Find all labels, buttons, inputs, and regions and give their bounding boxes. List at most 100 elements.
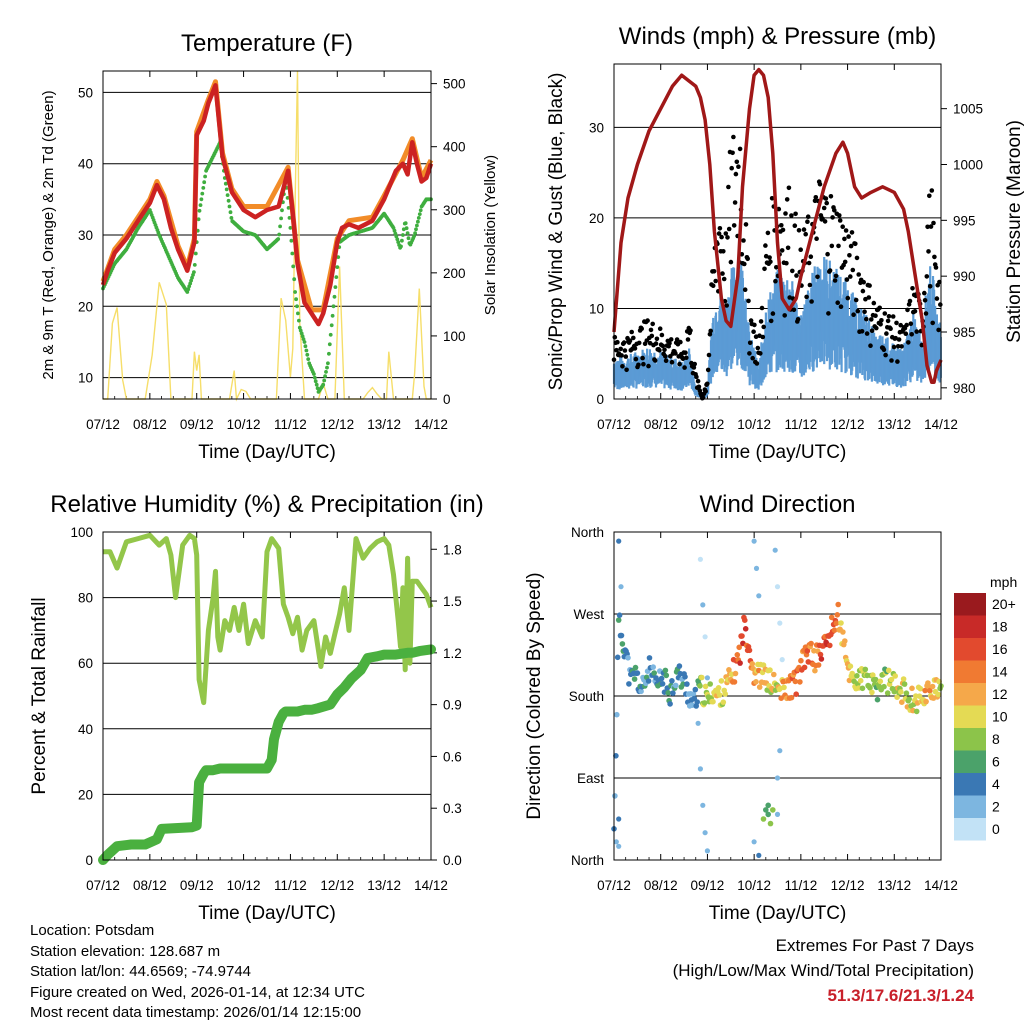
gust-point <box>784 197 790 202</box>
dewpoint-point <box>403 221 408 226</box>
gust-point <box>755 345 761 351</box>
dewpoint-point <box>292 277 297 282</box>
y-tick-label: 20 <box>78 787 93 802</box>
direction-point <box>697 683 703 689</box>
dewpoint-point <box>323 374 327 379</box>
direction-point <box>917 685 924 692</box>
gust-point <box>888 326 893 332</box>
gust-point <box>659 332 665 338</box>
dewpoint-point <box>412 234 416 239</box>
y2-tick-label: 0.3 <box>443 801 462 816</box>
dewpoint-point <box>294 297 298 302</box>
gust-point <box>864 331 870 336</box>
direction-point <box>903 690 910 696</box>
gust-point <box>840 224 845 229</box>
gust-point <box>705 381 710 387</box>
dewpoint-point <box>325 365 329 370</box>
gust-point <box>721 276 727 282</box>
legend-swatch <box>954 593 986 616</box>
gust-point <box>784 260 789 266</box>
precip-line <box>98 644 436 865</box>
gust-point <box>927 193 932 199</box>
direction-point <box>663 672 670 679</box>
direction-point <box>847 663 854 669</box>
gust-point <box>824 200 829 206</box>
gust-point <box>785 245 791 251</box>
gust-point <box>737 146 743 152</box>
gust-point <box>919 342 925 348</box>
dewpoint-point <box>306 357 311 361</box>
gust-point <box>807 282 813 288</box>
direction-point <box>720 699 727 705</box>
gust-point <box>695 378 701 384</box>
dewpoint-point <box>303 344 308 349</box>
direction-point <box>779 657 785 663</box>
gust-point <box>673 351 678 356</box>
gust-point <box>733 171 739 177</box>
dewpoint-point <box>401 233 405 237</box>
gust-point <box>907 298 913 304</box>
dewpoint-point <box>285 196 290 200</box>
direction-point <box>646 655 653 661</box>
gust-point <box>848 274 853 279</box>
dewpoint-dots <box>101 140 433 394</box>
dewpoint-point <box>197 208 202 213</box>
direction-point <box>935 691 941 698</box>
legend-label: 2 <box>992 798 1000 814</box>
x-tick-label: 08/12 <box>644 878 678 893</box>
gust-point <box>789 213 794 218</box>
direction-point <box>804 648 811 654</box>
gust-point <box>925 224 930 230</box>
dewpoint-point <box>312 375 317 380</box>
gust-point <box>928 224 934 229</box>
gust-point <box>734 159 740 165</box>
direction-point <box>732 670 739 677</box>
gust-point <box>768 259 773 265</box>
gust-point <box>648 327 654 333</box>
plot-border <box>613 63 942 400</box>
gust-point <box>842 236 847 242</box>
dewpoint-point <box>329 323 334 328</box>
gust-point <box>882 311 888 316</box>
dewpoint-point <box>192 270 196 274</box>
gust-point <box>855 308 861 314</box>
y2-tick-label: 985 <box>953 325 976 340</box>
y-tick-label: 0 <box>596 392 604 407</box>
direction-point <box>694 699 700 705</box>
gust-dots <box>611 134 943 401</box>
dewpoint-point <box>332 294 337 299</box>
dewpoint-point <box>392 228 397 233</box>
wind_direction-panel: Wind Direction Time (Day/UTC) 07/12 08/12 09… <box>524 491 958 924</box>
dewpoint-point <box>295 304 299 309</box>
dewpoint-point <box>304 348 309 353</box>
y2-tick-label: 1.2 <box>443 646 462 661</box>
dewpoint-point <box>333 285 338 289</box>
direction-point <box>638 688 644 695</box>
direction-point <box>867 685 873 691</box>
dewpoint-point <box>413 231 417 236</box>
gust-point <box>867 283 872 288</box>
gust-point <box>845 295 851 301</box>
gust-point <box>763 243 768 248</box>
direction-point <box>625 655 631 661</box>
y2-tick-label: 0.0 <box>443 853 462 868</box>
gust-point <box>862 309 867 315</box>
gust-point <box>850 267 856 273</box>
gust-point <box>730 150 735 156</box>
dewpoint-point <box>394 234 399 239</box>
gust-point <box>842 259 848 265</box>
gust-point <box>779 248 785 253</box>
direction-point <box>828 614 835 621</box>
dewpoint-point <box>418 208 423 213</box>
gust-point <box>636 362 641 368</box>
direction-point <box>670 690 676 696</box>
direction-point <box>874 696 881 703</box>
gust-point <box>624 367 629 373</box>
gust-point <box>903 331 909 337</box>
direction-point <box>765 811 771 818</box>
gust-point <box>612 334 618 340</box>
y-tick-label: 0 <box>85 853 93 868</box>
dewpoint-point <box>406 236 411 241</box>
gust-point <box>843 228 849 233</box>
dewpoint-point <box>302 340 307 344</box>
